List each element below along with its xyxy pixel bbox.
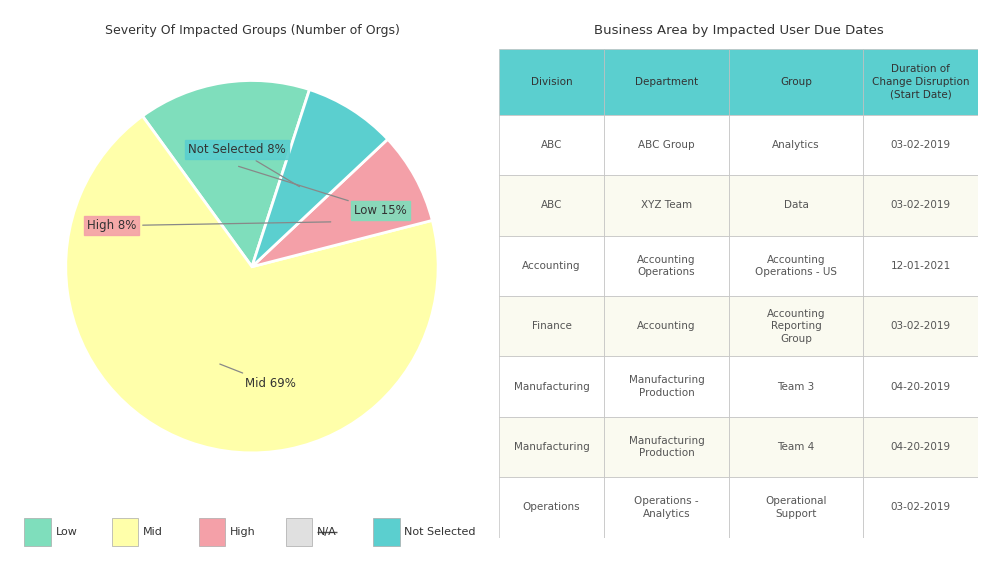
FancyBboxPatch shape bbox=[499, 296, 605, 356]
FancyBboxPatch shape bbox=[729, 296, 864, 356]
FancyBboxPatch shape bbox=[372, 518, 399, 546]
FancyBboxPatch shape bbox=[864, 49, 978, 114]
FancyBboxPatch shape bbox=[499, 49, 605, 114]
Text: Accounting
Reporting
Group: Accounting Reporting Group bbox=[767, 309, 825, 344]
FancyBboxPatch shape bbox=[499, 114, 605, 175]
Text: High 8%: High 8% bbox=[87, 219, 331, 232]
Text: Team 4: Team 4 bbox=[778, 442, 815, 452]
Text: Manufacturing
Production: Manufacturing Production bbox=[628, 436, 704, 458]
Text: Accounting: Accounting bbox=[637, 321, 696, 331]
FancyBboxPatch shape bbox=[605, 236, 729, 296]
Wedge shape bbox=[66, 116, 438, 453]
FancyBboxPatch shape bbox=[729, 236, 864, 296]
Text: Operations: Operations bbox=[523, 502, 581, 513]
FancyBboxPatch shape bbox=[605, 114, 729, 175]
Text: 03-02-2019: 03-02-2019 bbox=[890, 502, 950, 513]
FancyBboxPatch shape bbox=[605, 175, 729, 236]
Text: Finance: Finance bbox=[532, 321, 572, 331]
Text: Operational
Support: Operational Support bbox=[766, 496, 827, 519]
FancyBboxPatch shape bbox=[729, 417, 864, 477]
Text: Manufacturing: Manufacturing bbox=[514, 442, 590, 452]
Wedge shape bbox=[142, 81, 309, 267]
FancyBboxPatch shape bbox=[864, 296, 978, 356]
FancyBboxPatch shape bbox=[499, 236, 605, 296]
Text: Low: Low bbox=[56, 527, 78, 537]
Text: Group: Group bbox=[781, 77, 812, 86]
Text: Accounting
Operations: Accounting Operations bbox=[637, 255, 696, 277]
Text: 04-20-2019: 04-20-2019 bbox=[890, 382, 950, 392]
Text: Not Selected 8%: Not Selected 8% bbox=[188, 143, 299, 186]
FancyBboxPatch shape bbox=[25, 518, 51, 546]
Text: Duration of
Change Disruption
(Start Date): Duration of Change Disruption (Start Dat… bbox=[871, 64, 969, 99]
FancyBboxPatch shape bbox=[605, 49, 729, 114]
FancyBboxPatch shape bbox=[864, 356, 978, 417]
Wedge shape bbox=[252, 90, 387, 267]
Text: Team 3: Team 3 bbox=[778, 382, 815, 392]
Text: Department: Department bbox=[635, 77, 699, 86]
Text: ABC Group: ABC Group bbox=[638, 140, 695, 150]
Text: 03-02-2019: 03-02-2019 bbox=[890, 140, 950, 150]
FancyBboxPatch shape bbox=[864, 417, 978, 477]
FancyBboxPatch shape bbox=[499, 417, 605, 477]
Text: 04-20-2019: 04-20-2019 bbox=[890, 442, 950, 452]
FancyBboxPatch shape bbox=[605, 356, 729, 417]
Wedge shape bbox=[252, 139, 433, 267]
Text: 03-02-2019: 03-02-2019 bbox=[890, 200, 950, 210]
FancyBboxPatch shape bbox=[864, 236, 978, 296]
Text: Accounting
Operations - US: Accounting Operations - US bbox=[755, 255, 837, 277]
FancyBboxPatch shape bbox=[199, 518, 225, 546]
FancyBboxPatch shape bbox=[864, 114, 978, 175]
Text: Operations -
Analytics: Operations - Analytics bbox=[634, 496, 699, 519]
Text: N/A: N/A bbox=[317, 527, 337, 537]
Text: XYZ Team: XYZ Team bbox=[641, 200, 693, 210]
FancyBboxPatch shape bbox=[286, 518, 312, 546]
FancyBboxPatch shape bbox=[864, 175, 978, 236]
FancyBboxPatch shape bbox=[729, 175, 864, 236]
Text: High: High bbox=[230, 527, 256, 537]
Text: Mid: Mid bbox=[143, 527, 163, 537]
Text: Manufacturing
Production: Manufacturing Production bbox=[628, 375, 704, 398]
FancyBboxPatch shape bbox=[605, 417, 729, 477]
Text: Not Selected: Not Selected bbox=[404, 527, 476, 537]
Text: Severity Of Impacted Groups (Number of Orgs): Severity Of Impacted Groups (Number of O… bbox=[105, 23, 399, 37]
Text: Mid 69%: Mid 69% bbox=[220, 364, 296, 391]
FancyBboxPatch shape bbox=[729, 356, 864, 417]
Text: 12-01-2021: 12-01-2021 bbox=[890, 261, 950, 271]
Text: Accounting: Accounting bbox=[523, 261, 581, 271]
Text: ABC: ABC bbox=[540, 140, 562, 150]
Text: Division: Division bbox=[531, 77, 572, 86]
FancyBboxPatch shape bbox=[729, 49, 864, 114]
FancyBboxPatch shape bbox=[112, 518, 138, 546]
Text: Manufacturing: Manufacturing bbox=[514, 382, 590, 392]
FancyBboxPatch shape bbox=[864, 477, 978, 538]
FancyBboxPatch shape bbox=[605, 296, 729, 356]
Text: Low 15%: Low 15% bbox=[238, 166, 407, 217]
Text: ABC: ABC bbox=[540, 200, 562, 210]
FancyBboxPatch shape bbox=[499, 356, 605, 417]
Text: 03-02-2019: 03-02-2019 bbox=[890, 321, 950, 331]
FancyBboxPatch shape bbox=[729, 114, 864, 175]
Text: Analytics: Analytics bbox=[773, 140, 820, 150]
FancyBboxPatch shape bbox=[499, 477, 605, 538]
FancyBboxPatch shape bbox=[499, 175, 605, 236]
FancyBboxPatch shape bbox=[605, 477, 729, 538]
Text: Data: Data bbox=[783, 200, 808, 210]
FancyBboxPatch shape bbox=[729, 477, 864, 538]
Text: Business Area by Impacted User Due Dates: Business Area by Impacted User Due Dates bbox=[594, 23, 883, 37]
